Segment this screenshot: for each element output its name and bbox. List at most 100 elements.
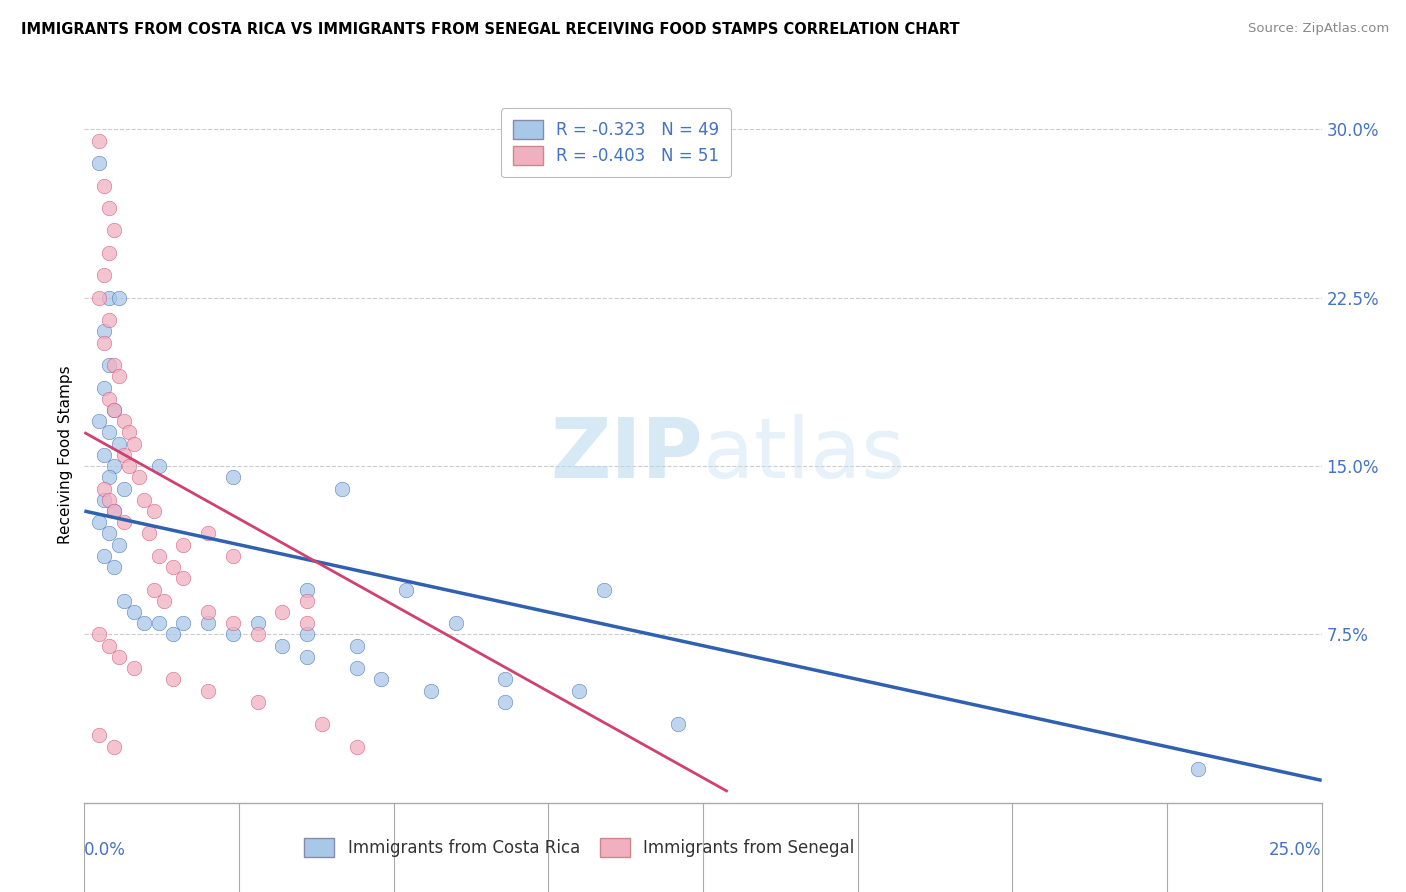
Point <box>98 526 121 541</box>
Text: Source: ZipAtlas.com: Source: ZipAtlas.com <box>1249 22 1389 36</box>
Point <box>246 695 269 709</box>
Point <box>138 526 160 541</box>
Point <box>98 313 121 327</box>
Point <box>112 448 135 462</box>
Point <box>346 661 368 675</box>
Point <box>222 470 245 484</box>
Text: atlas: atlas <box>703 415 904 495</box>
Point <box>152 594 174 608</box>
Point <box>103 358 125 372</box>
Point <box>89 729 111 743</box>
Point <box>108 649 131 664</box>
Point <box>222 549 245 563</box>
Point <box>222 627 245 641</box>
Point <box>103 459 125 474</box>
Point <box>98 492 121 507</box>
Point <box>271 639 294 653</box>
Point <box>93 381 115 395</box>
Point <box>98 470 121 484</box>
Point <box>197 683 219 698</box>
Point <box>346 639 368 653</box>
Point <box>142 582 165 597</box>
Point <box>593 582 616 597</box>
Point <box>112 414 135 428</box>
Text: ZIP: ZIP <box>551 415 703 495</box>
Point <box>93 178 115 193</box>
Point <box>494 673 516 687</box>
Point <box>568 683 591 698</box>
Point <box>197 605 219 619</box>
Point <box>103 403 125 417</box>
Point <box>98 291 121 305</box>
Point <box>103 504 125 518</box>
Point <box>93 335 115 350</box>
Point <box>89 156 111 170</box>
Point <box>93 325 115 339</box>
Point <box>98 246 121 260</box>
Point <box>330 482 353 496</box>
Point <box>132 616 155 631</box>
Point <box>197 616 219 631</box>
Point <box>128 470 150 484</box>
Point <box>93 482 115 496</box>
Point <box>172 538 194 552</box>
Point <box>89 414 111 428</box>
Point <box>162 627 184 641</box>
Point <box>148 459 170 474</box>
Point <box>122 436 145 450</box>
Point <box>89 134 111 148</box>
Point <box>108 436 131 450</box>
Point <box>295 627 318 641</box>
Point <box>98 639 121 653</box>
Point <box>132 492 155 507</box>
Point <box>444 616 467 631</box>
Text: 0.0%: 0.0% <box>84 841 127 859</box>
Point <box>93 549 115 563</box>
Point <box>122 605 145 619</box>
Point <box>197 526 219 541</box>
Point <box>103 504 125 518</box>
Point <box>295 616 318 631</box>
Point <box>89 291 111 305</box>
Point <box>295 582 318 597</box>
Point <box>395 582 418 597</box>
Point <box>162 560 184 574</box>
Point <box>89 515 111 529</box>
Point <box>1187 762 1209 776</box>
Point <box>666 717 689 731</box>
Point <box>370 673 392 687</box>
Point <box>246 616 269 631</box>
Point <box>122 661 145 675</box>
Point <box>112 594 135 608</box>
Point <box>172 571 194 585</box>
Point <box>295 594 318 608</box>
Point <box>112 515 135 529</box>
Point <box>108 291 131 305</box>
Point <box>93 492 115 507</box>
Legend: Immigrants from Costa Rica, Immigrants from Senegal: Immigrants from Costa Rica, Immigrants f… <box>298 831 860 864</box>
Point <box>148 549 170 563</box>
Point <box>103 403 125 417</box>
Point <box>246 627 269 641</box>
Y-axis label: Receiving Food Stamps: Receiving Food Stamps <box>58 366 73 544</box>
Point <box>172 616 194 631</box>
Point <box>118 459 141 474</box>
Point <box>93 268 115 283</box>
Point <box>103 560 125 574</box>
Point <box>494 695 516 709</box>
Point <box>148 616 170 631</box>
Point <box>89 627 111 641</box>
Text: 25.0%: 25.0% <box>1270 841 1322 859</box>
Point <box>162 673 184 687</box>
Text: IMMIGRANTS FROM COSTA RICA VS IMMIGRANTS FROM SENEGAL RECEIVING FOOD STAMPS CORR: IMMIGRANTS FROM COSTA RICA VS IMMIGRANTS… <box>21 22 960 37</box>
Point <box>112 482 135 496</box>
Point <box>222 616 245 631</box>
Point <box>98 201 121 215</box>
Point <box>311 717 333 731</box>
Point <box>271 605 294 619</box>
Point <box>98 358 121 372</box>
Point <box>98 392 121 406</box>
Point <box>93 448 115 462</box>
Point <box>346 739 368 754</box>
Point <box>108 538 131 552</box>
